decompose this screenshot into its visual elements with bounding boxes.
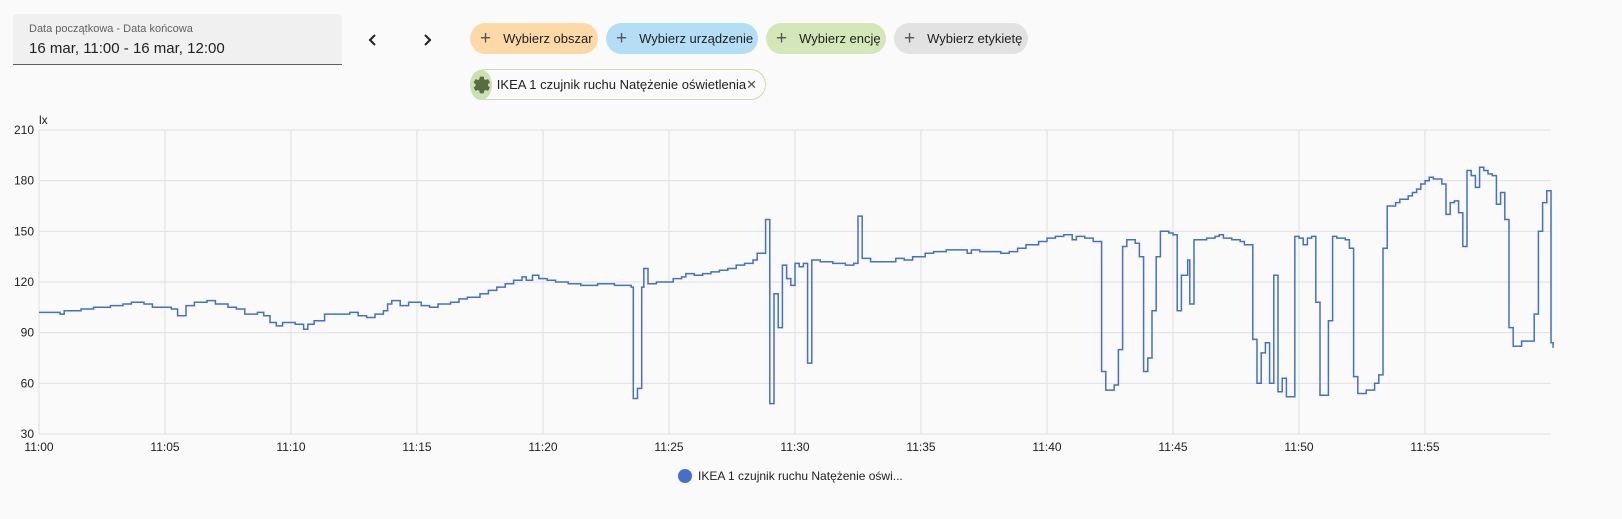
chart-legend-item[interactable]: IKEA 1 czujnik ruchu Natężenie oświ... bbox=[678, 469, 903, 483]
choose-device-chip[interactable]: + Wybierz urządzenie bbox=[606, 23, 758, 54]
choose-label-chip[interactable]: + Wybierz etykietę bbox=[894, 23, 1028, 54]
x-tick-label: 11:00 bbox=[24, 440, 53, 454]
choose-label-label: Wybierz etykietę bbox=[927, 31, 1023, 46]
date-range-value: 16 mar, 11:00 - 16 mar, 12:00 bbox=[29, 40, 225, 57]
x-tick-label: 11:45 bbox=[1158, 440, 1187, 454]
date-range-picker[interactable]: Data początkowa - Data końcowa 16 mar, 1… bbox=[13, 14, 342, 65]
x-tick-label: 11:30 bbox=[780, 440, 809, 454]
y-tick-label: 210 bbox=[14, 123, 34, 137]
x-tick-label: 11:15 bbox=[402, 440, 431, 454]
x-tick-label: 11:50 bbox=[1284, 440, 1313, 454]
date-range-label: Data początkowa - Data końcowa bbox=[29, 23, 193, 35]
selected-entity-chip[interactable]: IKEA 1 czujnik ruchu Natężenie oświetlen… bbox=[470, 69, 766, 100]
choose-device-label: Wybierz urządzenie bbox=[639, 31, 754, 46]
chevron-left-icon bbox=[368, 34, 376, 46]
x-tick-label: 11:25 bbox=[654, 440, 683, 454]
remove-entity-button[interactable]: ✕ bbox=[746, 76, 757, 92]
y-tick-label: 30 bbox=[21, 427, 35, 441]
chevron-right-icon bbox=[424, 34, 432, 46]
choose-area-label: Wybierz obszar bbox=[503, 31, 593, 46]
x-tick-label: 11:05 bbox=[150, 440, 179, 454]
plus-icon: + bbox=[776, 28, 788, 49]
plus-icon: + bbox=[480, 28, 492, 49]
choose-entity-label: Wybierz encję bbox=[799, 31, 881, 46]
plus-icon: + bbox=[616, 28, 628, 49]
y-tick-label: 120 bbox=[14, 275, 34, 289]
x-tick-label: 11:20 bbox=[528, 440, 557, 454]
previous-period-button[interactable] bbox=[355, 22, 391, 58]
x-tick-label: 11:55 bbox=[1410, 440, 1439, 454]
gear-icon bbox=[470, 69, 492, 100]
history-chart: 30 60 90 120 150 180 210 11:00 11:05 11:10 11:15 1… bbox=[14, 113, 1554, 454]
x-tick-label: 11:35 bbox=[906, 440, 935, 454]
y-tick-label: 150 bbox=[14, 224, 34, 238]
plus-icon: + bbox=[904, 28, 916, 49]
choose-area-chip[interactable]: + Wybierz obszar bbox=[470, 23, 598, 54]
x-tick-label: 11:40 bbox=[1032, 440, 1061, 454]
legend-color-dot bbox=[678, 469, 692, 483]
y-tick-label: 60 bbox=[21, 376, 35, 390]
selected-entity-name: IKEA 1 czujnik ruchu Natężenie oświetlen… bbox=[496, 77, 747, 92]
series-line-illuminance bbox=[39, 166, 1554, 405]
y-tick-label: 90 bbox=[21, 326, 35, 340]
y-tick-label: 180 bbox=[14, 174, 34, 188]
choose-entity-chip[interactable]: + Wybierz encję bbox=[766, 23, 886, 54]
x-tick-label: 11:10 bbox=[276, 440, 305, 454]
legend-label: IKEA 1 czujnik ruchu Natężenie oświ... bbox=[698, 469, 903, 483]
y-axis-unit-label: lx bbox=[39, 113, 48, 127]
next-period-button[interactable] bbox=[409, 22, 445, 58]
